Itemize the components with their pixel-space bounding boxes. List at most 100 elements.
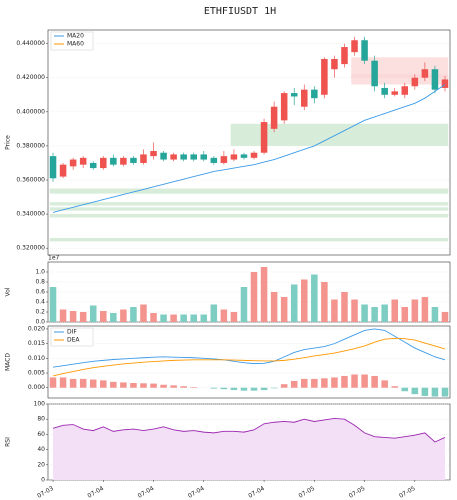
y-tick-label: 0.015 — [28, 340, 45, 347]
candle-body — [290, 93, 298, 97]
zone — [230, 123, 449, 146]
volume-bar — [210, 304, 218, 322]
zone — [49, 202, 449, 206]
y-tick-label: 100 — [34, 401, 46, 408]
legend-label: DIF — [67, 329, 77, 336]
candle-body — [110, 157, 117, 165]
candle-body — [391, 91, 398, 95]
volume-bar — [49, 287, 57, 322]
x-tick-label: 07-05 — [398, 485, 417, 500]
volume-bar — [69, 311, 77, 322]
y-tick-label: 60 — [37, 431, 45, 438]
macd-bar — [79, 378, 87, 388]
candle-body — [341, 47, 348, 65]
macd-bar — [441, 387, 449, 397]
macd-bar — [150, 383, 157, 388]
candle-body — [260, 122, 268, 153]
macd-bar — [130, 383, 137, 388]
y-tick-label: 0.420000 — [16, 74, 45, 81]
volume-bar — [140, 304, 147, 322]
x-tick-label: 07-03 — [36, 485, 55, 500]
zone — [49, 237, 449, 242]
volume-bar — [311, 274, 318, 322]
macd-bar — [321, 378, 328, 388]
volume-bar — [160, 314, 167, 322]
macd-bar — [411, 387, 419, 395]
macd-bar — [311, 378, 318, 388]
y-tick-label: 0.005 — [28, 370, 45, 377]
candle-body — [421, 69, 429, 78]
area — [53, 418, 445, 480]
legend-label: DEA — [67, 337, 80, 344]
zone — [351, 74, 449, 85]
volume-bar — [280, 297, 288, 322]
macd-bar — [270, 387, 278, 389]
volume-bar — [230, 312, 238, 322]
candle-body — [270, 106, 278, 129]
candle-body — [361, 40, 368, 61]
volume-bar — [341, 292, 348, 322]
candle-body — [220, 156, 228, 163]
y-tick-label: 0.0 — [35, 319, 45, 326]
y-tick-label: 0.360000 — [16, 177, 45, 184]
y-tick-label: 0.2 — [35, 309, 45, 316]
volume-bar — [381, 304, 388, 322]
volume-bar — [431, 307, 439, 322]
macd-bar — [381, 380, 388, 388]
y-tick-label: 0.4 — [35, 299, 45, 306]
macd-bar — [301, 378, 308, 388]
candle-body — [250, 152, 258, 158]
macd-bar — [140, 383, 147, 388]
candle-body — [160, 152, 167, 160]
macd-bar — [351, 374, 358, 388]
y-axis-label: Price — [5, 135, 12, 150]
legend-label: MA60 — [67, 41, 84, 48]
macd-bar — [170, 385, 177, 388]
zone — [49, 207, 449, 211]
volume-bar — [321, 282, 328, 322]
macd-bar — [290, 380, 298, 388]
volume-bar — [441, 312, 449, 322]
candle-body — [180, 154, 187, 160]
macd-bar — [160, 384, 167, 388]
volume-bar — [351, 299, 358, 322]
y-axis-label: RSI — [5, 437, 12, 447]
volume-bar — [421, 297, 429, 322]
candle-body — [411, 77, 419, 87]
volume-bar — [130, 307, 137, 322]
macd-bar — [391, 386, 398, 388]
line — [52, 337, 446, 377]
candle-body — [381, 87, 388, 95]
candle-body — [441, 79, 449, 88]
panel-frame — [47, 29, 451, 256]
macd-bar — [59, 377, 67, 388]
volume-bar — [120, 309, 127, 322]
volume-bar — [391, 299, 398, 322]
candle-body — [120, 157, 127, 165]
candle-body — [170, 154, 177, 160]
x-tick-label: 07-04 — [137, 485, 156, 500]
volume-bar — [79, 312, 87, 322]
line — [52, 328, 446, 368]
candle-body — [79, 157, 87, 165]
candle-body — [100, 157, 107, 169]
candle-body — [240, 154, 248, 158]
line — [52, 84, 446, 213]
line — [52, 417, 446, 443]
volume-bar — [180, 314, 187, 322]
candle-body — [431, 69, 439, 90]
x-tick-label: 07-04 — [247, 485, 266, 500]
macd-bar — [341, 375, 348, 388]
scale-label: 1e7 — [48, 255, 60, 262]
x-tick-label: 07-04 — [86, 485, 105, 500]
candle-body — [69, 159, 77, 167]
macd-bar — [230, 387, 238, 391]
candle-body — [140, 154, 147, 163]
macd-bar — [280, 384, 288, 388]
macd-bar — [210, 387, 218, 389]
volume-bar — [59, 309, 67, 322]
y-tick-label: 40 — [37, 446, 45, 453]
y-tick-label: 0 — [41, 477, 45, 484]
macd-bar — [401, 387, 409, 392]
